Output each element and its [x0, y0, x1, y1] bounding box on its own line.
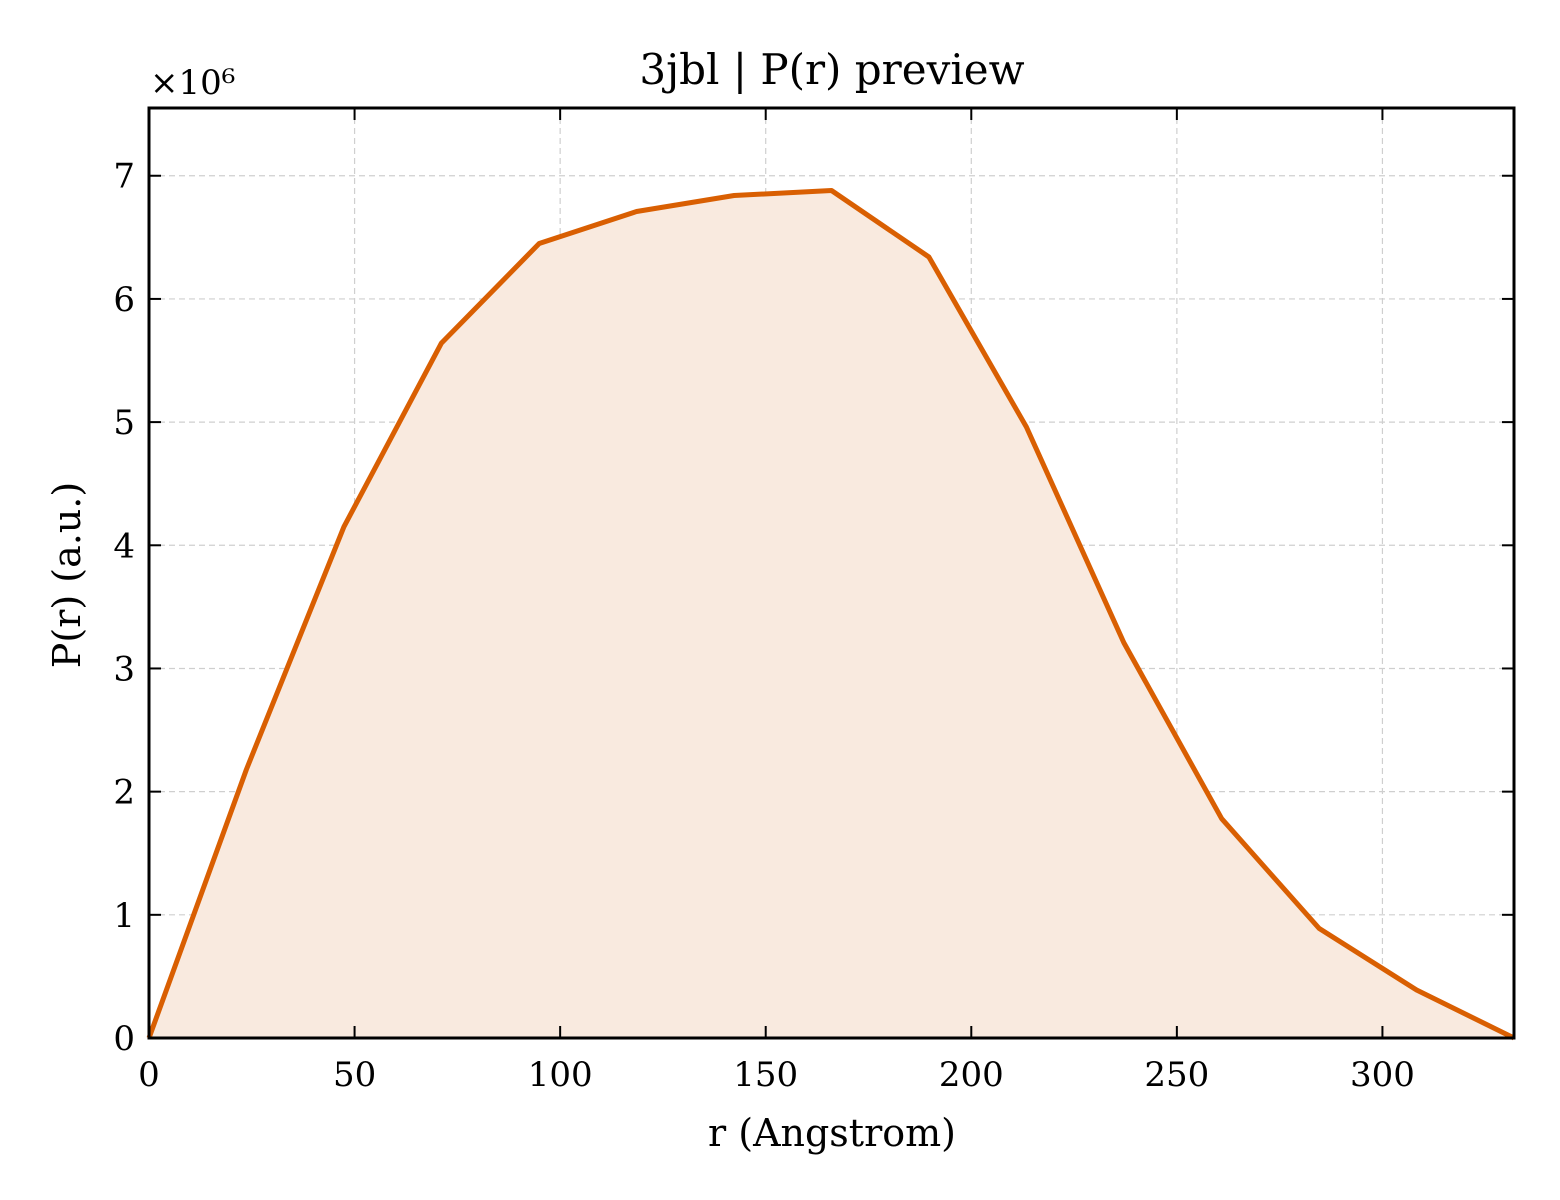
x-tick-label: 50 [333, 1055, 376, 1095]
y-tick-label: 7 [113, 157, 135, 197]
y-tick-label: 3 [113, 649, 135, 689]
x-tick-label: 0 [138, 1055, 160, 1095]
area-fill [149, 190, 1514, 1038]
x-tick-label: 200 [939, 1055, 1004, 1095]
y-axis-label: P(r) (a.u.) [45, 482, 89, 668]
y-tick-label: 1 [113, 896, 135, 936]
y-multiplier-label: ×10⁶ [150, 63, 235, 103]
y-tick-label: 4 [113, 526, 135, 566]
y-tick-label: 5 [113, 403, 135, 443]
plot-frame [147, 106, 1516, 1040]
x-tick-label: 100 [528, 1055, 593, 1095]
x-tick-label: 300 [1350, 1055, 1415, 1095]
series-line [146, 188, 1516, 1041]
tick-labels: 0 50 100 150 200 250 300 0 1 2 3 4 5 6 7 [113, 157, 1415, 1095]
y-tick-label: 0 [113, 1019, 135, 1059]
y-tick-label: 6 [113, 280, 135, 320]
y-tick-label: 2 [113, 773, 135, 813]
x-tick-label: 150 [733, 1055, 798, 1095]
chart-title: 3jbl | P(r) preview [639, 45, 1024, 94]
x-axis-label: r (Angstrom) [708, 1111, 956, 1155]
x-tick-label: 250 [1144, 1055, 1209, 1095]
